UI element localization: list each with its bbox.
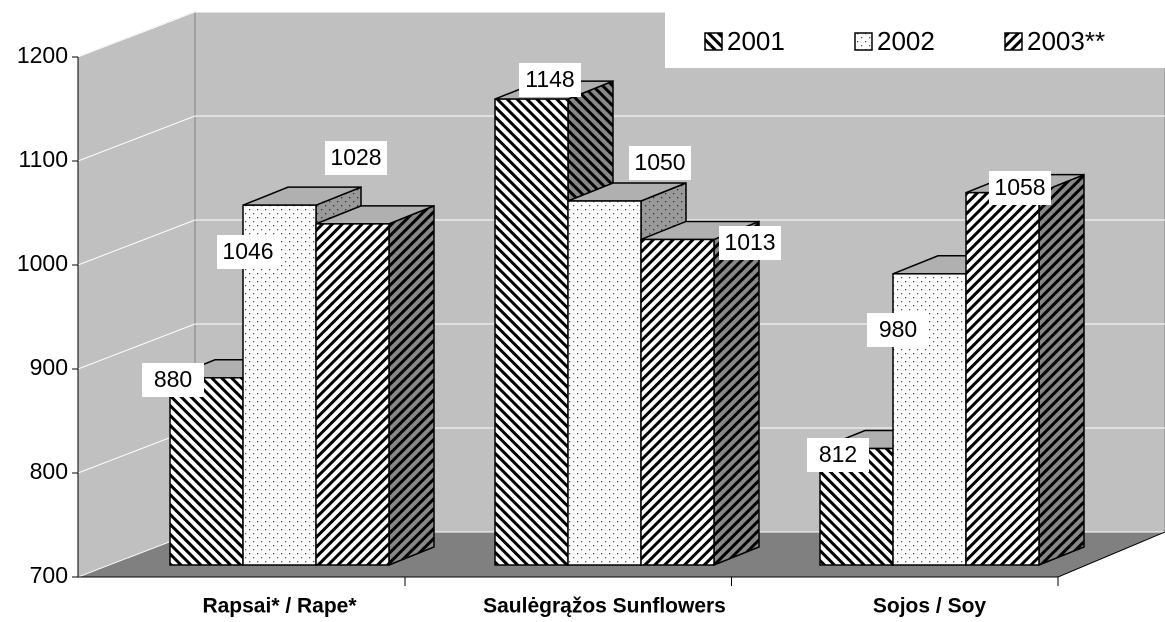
grid-line: [77, 323, 1165, 370]
y-tick-label: 1000: [17, 250, 68, 276]
value-label-box: [519, 63, 581, 97]
y-tick-label: 1200: [17, 42, 68, 68]
value-label-box: [989, 171, 1051, 205]
x-axis: [78, 531, 1165, 578]
x-tick-label: Sojos / Soy: [873, 595, 987, 618]
value-label-box: [629, 146, 691, 180]
y-tick-label: 800: [30, 458, 68, 484]
bar: [169, 377, 244, 566]
grid-line: [77, 219, 1165, 266]
value-label-box: [719, 226, 781, 260]
value-label: 880: [154, 366, 192, 392]
bars: [169, 79, 1085, 567]
y-tick-label: 900: [30, 354, 68, 380]
bar-side: [1038, 173, 1085, 567]
value-label: 1046: [222, 238, 273, 264]
legend-items: 2001 2002 2003**: [704, 26, 1105, 56]
bar: [315, 223, 390, 566]
value-label: 1013: [724, 229, 775, 255]
value-label: 1028: [330, 144, 381, 170]
legend-swatch: [854, 32, 873, 51]
bar: [640, 238, 715, 566]
value-label-box: [325, 141, 387, 175]
legend-label: 2002: [877, 26, 935, 56]
bar: [965, 191, 1040, 566]
value-label-box: [807, 438, 869, 472]
legend-label: 2003**: [1027, 26, 1105, 56]
y-tick-label: 700: [30, 562, 68, 588]
y-tick-label: 1100: [19, 146, 68, 172]
value-label-box: [867, 313, 929, 347]
legend: [665, 12, 1165, 68]
x-tick-label: Saulėgrąžos Sunflowers: [483, 595, 726, 618]
value-label-box: [217, 235, 279, 269]
legend-swatch: [1004, 32, 1023, 51]
legend-label: 2001: [727, 26, 785, 56]
bar-side: [388, 204, 435, 567]
value-label: 1058: [994, 174, 1045, 200]
grid-line: [77, 115, 1165, 162]
x-tick-label: Rapsai* / Rape*: [202, 595, 357, 618]
bar: [494, 98, 569, 566]
value-label: 812: [819, 441, 857, 467]
value-label: 1050: [634, 149, 685, 175]
bar: [567, 200, 642, 566]
value-label-box: [142, 363, 204, 397]
grid: 700 800 900 1000 1100 1200: [17, 11, 1165, 588]
bar-side: [713, 220, 760, 567]
value-label: 1148: [525, 66, 574, 92]
value-label: 980: [879, 316, 917, 342]
legend-swatch: [704, 32, 723, 51]
